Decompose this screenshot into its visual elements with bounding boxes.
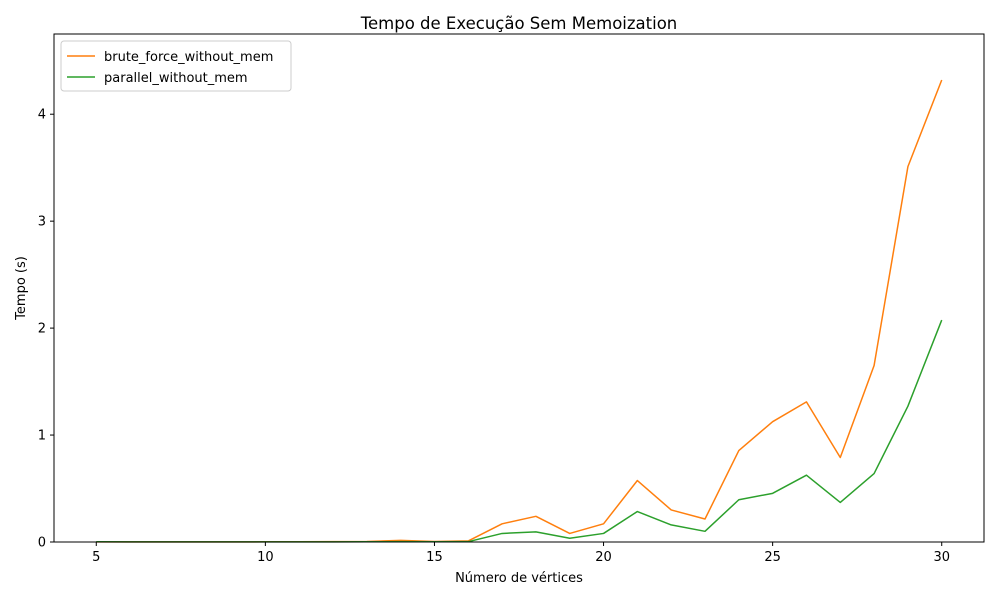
- y-tick-label: 2: [38, 322, 46, 337]
- axes-frame: [53, 33, 985, 543]
- x-tick-label: 30: [933, 550, 950, 565]
- x-axis-ticks: 5 10 15 20 25 30: [92, 542, 950, 565]
- y-axis-label: Tempo (s): [14, 256, 29, 321]
- x-tick-label: 15: [426, 550, 443, 565]
- y-tick-label: 1: [38, 429, 46, 444]
- y-axis-ticks: 0 1 2 3 4: [38, 108, 54, 551]
- x-tick-label: 5: [92, 550, 100, 565]
- x-tick-label: 20: [595, 550, 612, 565]
- legend-frame: [60, 40, 292, 92]
- x-axis-label: Número de vértices: [455, 571, 583, 586]
- legend: brute_force_without_mem parallel_without…: [60, 40, 292, 92]
- plot-area: [53, 33, 985, 543]
- legend-label-parallel: parallel_without_mem: [104, 71, 248, 86]
- x-tick-label: 10: [257, 550, 274, 565]
- y-tick-label: 3: [38, 215, 46, 230]
- legend-label-brute-force: brute_force_without_mem: [104, 50, 273, 65]
- y-tick-label: 0: [38, 536, 46, 551]
- chart-title: Tempo de Execução Sem Memoization: [360, 14, 678, 33]
- y-tick-label: 4: [38, 108, 46, 123]
- x-tick-label: 25: [764, 550, 781, 565]
